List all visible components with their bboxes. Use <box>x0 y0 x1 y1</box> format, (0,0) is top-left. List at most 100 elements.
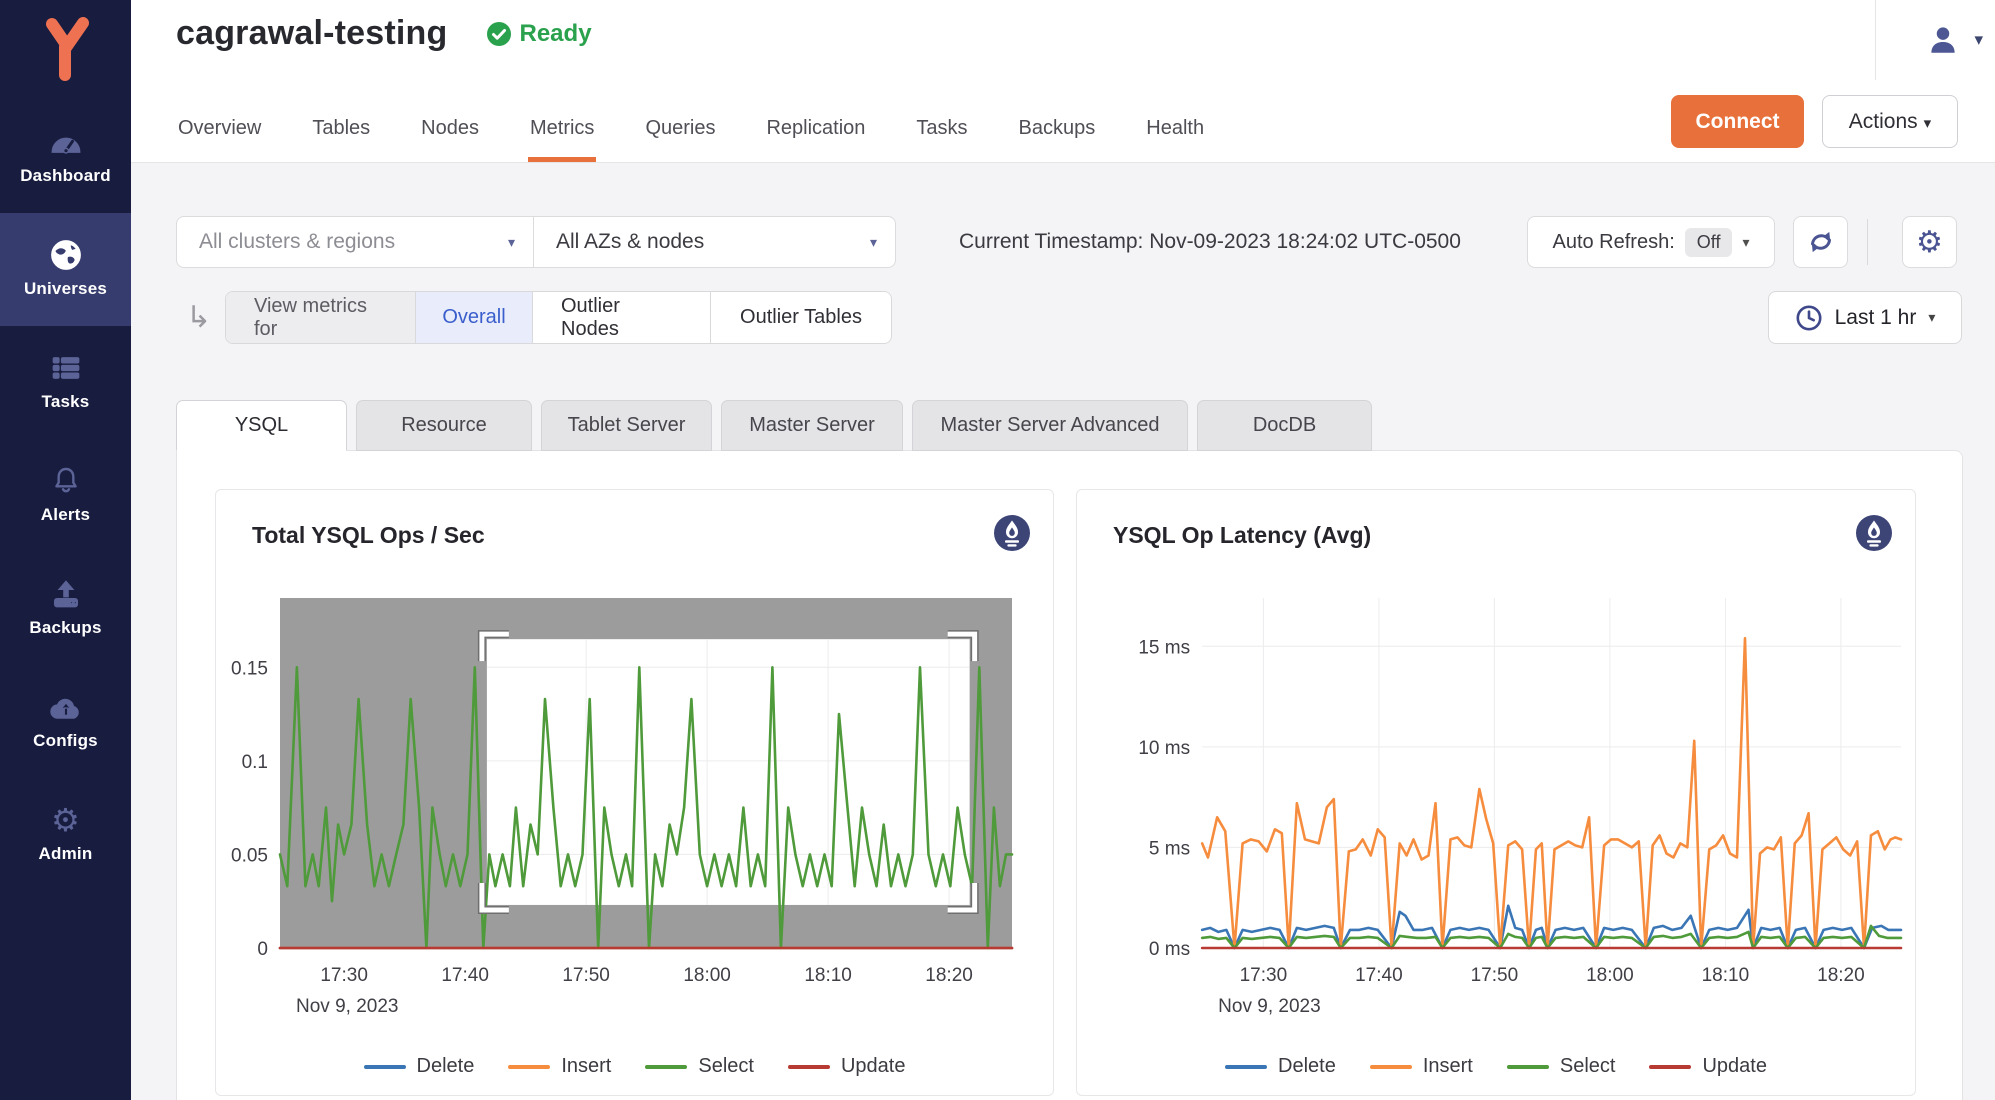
chart-title: Total YSQL Ops / Sec <box>252 522 485 549</box>
tab-tasks[interactable]: Tasks <box>914 99 969 162</box>
sidebar-item-alerts[interactable]: Alerts <box>0 439 131 552</box>
total-ysql-ops-chart[interactable]: 00.050.10.1517:3017:4017:5018:0018:1018:… <box>216 553 1053 1053</box>
svg-text:0.05: 0.05 <box>231 845 268 866</box>
legend-item-select[interactable]: Select <box>645 1055 754 1078</box>
header: cagrawal-testing Ready ▾ Overview Tables… <box>131 0 1995 163</box>
svg-text:17:40: 17:40 <box>441 965 489 986</box>
metric-tab-tablet-server[interactable]: Tablet Server <box>541 400 712 451</box>
sidebar-item-label: Backups <box>29 618 101 638</box>
clusters-regions-dropdown[interactable]: All clusters & regions ▾ <box>177 217 534 267</box>
svg-text:Nov 9, 2023: Nov 9, 2023 <box>296 996 398 1017</box>
metric-tab-docdb[interactable]: DocDB <box>1197 400 1372 451</box>
legend-item-insert[interactable]: Insert <box>1370 1055 1473 1078</box>
sidebar-item-admin[interactable]: ⚙ Admin <box>0 778 131 891</box>
prometheus-icon[interactable] <box>993 514 1031 557</box>
legend-label: Update <box>841 1055 906 1078</box>
sidebar-item-label: Universes <box>24 279 107 299</box>
legend-label: Insert <box>561 1055 611 1078</box>
list-icon <box>48 353 84 383</box>
return-arrow-icon: ↳ <box>186 291 211 344</box>
svg-text:17:40: 17:40 <box>1355 965 1403 986</box>
user-icon <box>1926 23 1960 57</box>
tab-health[interactable]: Health <box>1144 99 1206 162</box>
universe-title: cagrawal-testing <box>176 14 448 53</box>
scope-filters: All clusters & regions ▾ All AZs & nodes… <box>176 216 896 268</box>
sidebar-item-backups[interactable]: Backups <box>0 552 131 665</box>
gauge-icon <box>48 127 84 157</box>
clock-icon <box>1795 304 1823 332</box>
sidebar-item-configs[interactable]: Configs <box>0 665 131 778</box>
metric-tab-master-server-advanced[interactable]: Master Server Advanced <box>912 400 1188 451</box>
gear-icon: ⚙ <box>1916 225 1943 260</box>
backup-icon <box>48 579 84 609</box>
legend-item-delete[interactable]: Delete <box>1225 1055 1336 1078</box>
sidebar-item-universes[interactable]: Universes <box>0 213 131 326</box>
cloud-upload-icon <box>48 692 84 722</box>
view-option-outlier-nodes[interactable]: Outlier Nodes <box>533 292 711 343</box>
legend-item-insert[interactable]: Insert <box>508 1055 611 1078</box>
ysql-op-latency-chart[interactable]: 0 ms5 ms10 ms15 ms17:3017:4017:5018:0018… <box>1077 553 1915 1053</box>
svg-text:0 ms: 0 ms <box>1149 939 1190 960</box>
svg-text:18:00: 18:00 <box>1586 965 1634 986</box>
svg-text:17:30: 17:30 <box>1240 965 1288 986</box>
chevron-down-icon: ▾ <box>508 234 515 251</box>
tab-nodes[interactable]: Nodes <box>419 99 481 162</box>
actions-button[interactable]: Actions▾ <box>1822 95 1958 148</box>
svg-text:18:10: 18:10 <box>1702 965 1750 986</box>
chevron-down-icon: ▾ <box>1974 30 1983 50</box>
legend-swatch <box>645 1065 687 1069</box>
tab-replication[interactable]: Replication <box>764 99 867 162</box>
view-option-overall[interactable]: Overall <box>416 292 533 343</box>
prometheus-icon[interactable] <box>1855 514 1893 557</box>
legend-swatch <box>508 1065 550 1069</box>
tab-backups[interactable]: Backups <box>1017 99 1098 162</box>
metrics-panel: Total YSQL Ops / Sec 00.050.10.1517:3017… <box>176 450 1963 1100</box>
legend-item-update[interactable]: Update <box>1649 1055 1767 1078</box>
legend-item-select[interactable]: Select <box>1507 1055 1616 1078</box>
legend-label: Delete <box>1278 1055 1336 1078</box>
svg-text:18:10: 18:10 <box>804 965 852 986</box>
legend-item-delete[interactable]: Delete <box>364 1055 475 1078</box>
sidebar-item-label: Tasks <box>42 392 90 412</box>
connect-button[interactable]: Connect <box>1671 95 1804 148</box>
chevron-down-icon: ▾ <box>1924 115 1932 132</box>
chart-title: YSQL Op Latency (Avg) <box>1113 522 1371 549</box>
auto-refresh-dropdown[interactable]: Auto Refresh: Off ▾ <box>1527 216 1775 268</box>
sidebar-item-tasks[interactable]: Tasks <box>0 326 131 439</box>
refresh-button[interactable] <box>1793 216 1848 268</box>
refresh-icon <box>1805 226 1837 258</box>
chart-card-total-ysql-ops: Total YSQL Ops / Sec 00.050.10.1517:3017… <box>215 489 1054 1096</box>
metric-tab-master-server[interactable]: Master Server <box>721 400 903 451</box>
sidebar-item-label: Alerts <box>41 505 90 525</box>
svg-text:0.1: 0.1 <box>242 752 268 773</box>
legend-item-update[interactable]: Update <box>788 1055 906 1078</box>
tab-queries[interactable]: Queries <box>643 99 717 162</box>
azs-nodes-dropdown[interactable]: All AZs & nodes ▾ <box>534 217 895 267</box>
view-option-outlier-tables[interactable]: Outlier Tables <box>711 292 891 343</box>
sidebar-item-label: Admin <box>39 844 93 864</box>
view-metrics-label: View metrics for <box>226 292 416 343</box>
metrics-content: All clusters & regions ▾ All AZs & nodes… <box>131 163 1995 1100</box>
globe-icon <box>48 240 84 270</box>
metric-tab-resource[interactable]: Resource <box>356 400 532 451</box>
svg-text:18:00: 18:00 <box>683 965 731 986</box>
tab-overview[interactable]: Overview <box>176 99 263 162</box>
svg-text:17:30: 17:30 <box>320 965 368 986</box>
user-menu[interactable]: ▾ <box>1875 0 1983 80</box>
sidebar-item-label: Dashboard <box>20 166 111 186</box>
time-range-dropdown[interactable]: Last 1 hr ▾ <box>1768 291 1962 344</box>
sidebar-item-dashboard[interactable]: Dashboard <box>0 100 131 213</box>
settings-button[interactable]: ⚙ <box>1902 216 1957 268</box>
metric-tab-ysql[interactable]: YSQL <box>176 400 347 451</box>
metric-category-tabs: YSQL Resource Tablet Server Master Serve… <box>176 400 1372 451</box>
tab-tables[interactable]: Tables <box>310 99 372 162</box>
legend-swatch <box>1649 1065 1691 1069</box>
tab-metrics[interactable]: Metrics <box>528 99 596 162</box>
chevron-down-icon: ▾ <box>1742 234 1749 251</box>
svg-text:15 ms: 15 ms <box>1138 637 1190 658</box>
yugabyte-logo[interactable] <box>0 0 131 100</box>
svg-text:17:50: 17:50 <box>562 965 610 986</box>
svg-text:Nov 9, 2023: Nov 9, 2023 <box>1218 996 1321 1017</box>
sidebar-item-label: Configs <box>33 731 98 751</box>
auto-refresh-value: Off <box>1685 228 1733 257</box>
